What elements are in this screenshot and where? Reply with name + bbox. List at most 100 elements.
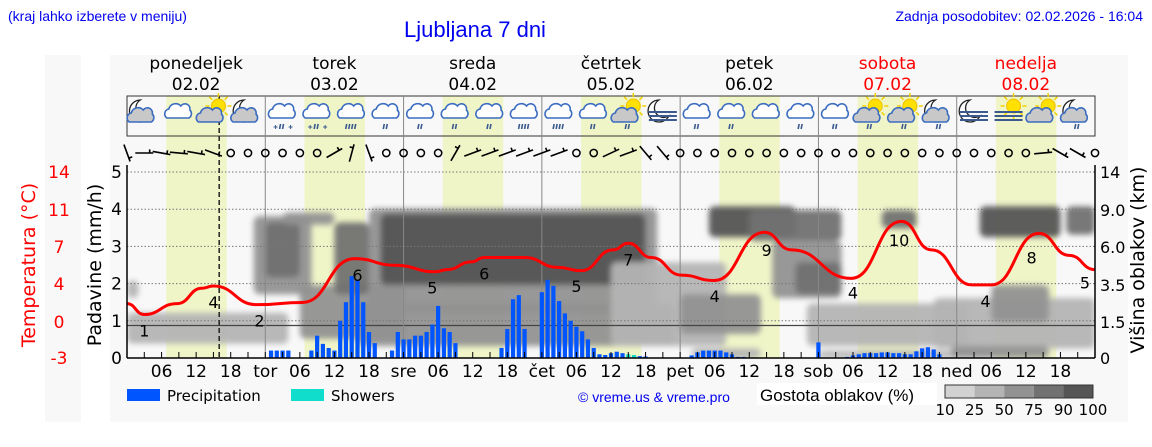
rain-drop [836, 124, 837, 129]
rain-drop [559, 124, 560, 129]
cloud-height-tick-label: 6.0 [1100, 238, 1125, 257]
colorbar-tick-label: 100 [1079, 401, 1108, 419]
precipitation-bar [615, 352, 619, 358]
wind-feather [201, 150, 202, 154]
rain-drop [383, 124, 384, 129]
temperature-label: 4 [710, 287, 720, 306]
rain-drop [801, 124, 802, 129]
rain-drop [452, 124, 453, 129]
x-hour-label: 12 [1015, 362, 1037, 382]
x-hour-label: 18 [358, 362, 380, 382]
rain-drop [386, 124, 387, 129]
sun-icon [1007, 99, 1021, 113]
temp-tick-label: 4 [54, 275, 65, 295]
precipitation-bar [511, 299, 515, 358]
x-hour-label: 12 [738, 362, 760, 382]
x-day-label: čet [529, 362, 556, 382]
rain-drop [283, 124, 284, 129]
page-title: Ljubljana 7 dni [404, 17, 546, 42]
rain-drop [314, 124, 315, 129]
x-hour-label: 06 [842, 362, 864, 382]
rain-drop [729, 124, 730, 129]
precipitation-bar [275, 351, 279, 358]
precipitation-bar [442, 328, 446, 358]
precipitation-bar [546, 280, 550, 358]
rain-drop [798, 124, 799, 129]
legend-precipitation-label: Precipitation [167, 387, 261, 405]
precip-tick-label: 4 [111, 200, 122, 220]
rain-drop [352, 124, 353, 129]
copyright-link[interactable]: © vreme.us & vreme.pro [578, 389, 730, 405]
rain-drop [867, 124, 868, 129]
precipitation-bar [350, 276, 354, 358]
day-name: ponedeljek [149, 54, 243, 74]
precipitation-bar [436, 306, 440, 358]
last-update: Zadnja posodobitev: 02.02.2026 - 16:04 [895, 8, 1143, 24]
temperature-label: 8 [1027, 248, 1037, 267]
precipitation-bar [425, 332, 429, 358]
rain-drop [522, 124, 523, 129]
day-date: 03.02 [310, 75, 359, 95]
cloud-blob [283, 212, 335, 224]
cloud-legend-title: Gostota oblakov (%) [760, 386, 914, 405]
rain-drop [528, 124, 529, 129]
precipitation-bar [430, 325, 434, 358]
rain-drop [936, 124, 937, 129]
rain-drop [870, 124, 871, 129]
precipitation-bar [580, 331, 584, 358]
rain-drop [905, 124, 906, 129]
rain-drop [833, 124, 834, 129]
day-name: sobota [859, 54, 917, 74]
precipitation-bar [701, 351, 705, 358]
temp-tick-label: 7 [54, 238, 65, 258]
colorbar-segment [1034, 385, 1064, 398]
rain-drop [317, 124, 318, 129]
temperature-label: 9 [761, 241, 771, 260]
precipitation-bar [309, 351, 313, 358]
precipitation-bar [355, 280, 359, 358]
precipitation-bar [724, 352, 728, 358]
legend-precipitation-swatch [127, 389, 160, 401]
precipitation-bar [563, 313, 567, 358]
rain-drop [591, 124, 592, 129]
rain-drop [939, 124, 940, 129]
rain-drop [346, 124, 347, 129]
rain-drop [562, 124, 563, 129]
precipitation-bar [338, 321, 342, 358]
precipitation-bar [361, 302, 365, 358]
x-hour-label: 12 [185, 362, 207, 382]
legend-showers-swatch [291, 389, 324, 401]
precipitation-bar [413, 336, 417, 358]
cloud-blob [127, 280, 139, 298]
rain-drop [490, 124, 491, 129]
cloud-blob [381, 214, 646, 285]
temperature-label: 5 [1080, 273, 1090, 292]
temperature-label: 1 [139, 322, 149, 341]
x-day-label: tor [253, 362, 277, 382]
x-hour-label: 12 [324, 362, 346, 382]
precipitation-bar [707, 351, 711, 358]
x-day-label: pet [666, 362, 694, 382]
location-hint[interactable]: (kraj lahko izberete v meniju) [8, 8, 187, 24]
cloud-blob [991, 285, 1049, 322]
precipitation-bar [540, 292, 544, 358]
precipitation-bar [396, 332, 400, 358]
rain-drop [1075, 124, 1076, 129]
x-hour-label: 12 [877, 362, 899, 382]
rain-drop [525, 124, 526, 129]
temperature-label: 4 [980, 292, 990, 311]
colorbar-tick-label: 25 [965, 401, 984, 419]
colorbar-segment [975, 385, 1005, 398]
precipitation-bar [344, 302, 348, 358]
rain-drop [625, 124, 626, 129]
precipitation-bar [407, 339, 411, 358]
precipitation-bar [517, 295, 521, 358]
precipitation-bar [286, 351, 290, 358]
temperature-label: 5 [427, 278, 437, 297]
cloud-height-tick-label: 1.5 [1100, 313, 1125, 332]
precip-tick-label: 0 [111, 349, 122, 369]
day-name: nedelja [995, 54, 1057, 74]
wind-feather [167, 150, 168, 154]
rain-drop [553, 124, 554, 129]
x-hour-label: 18 [773, 362, 795, 382]
